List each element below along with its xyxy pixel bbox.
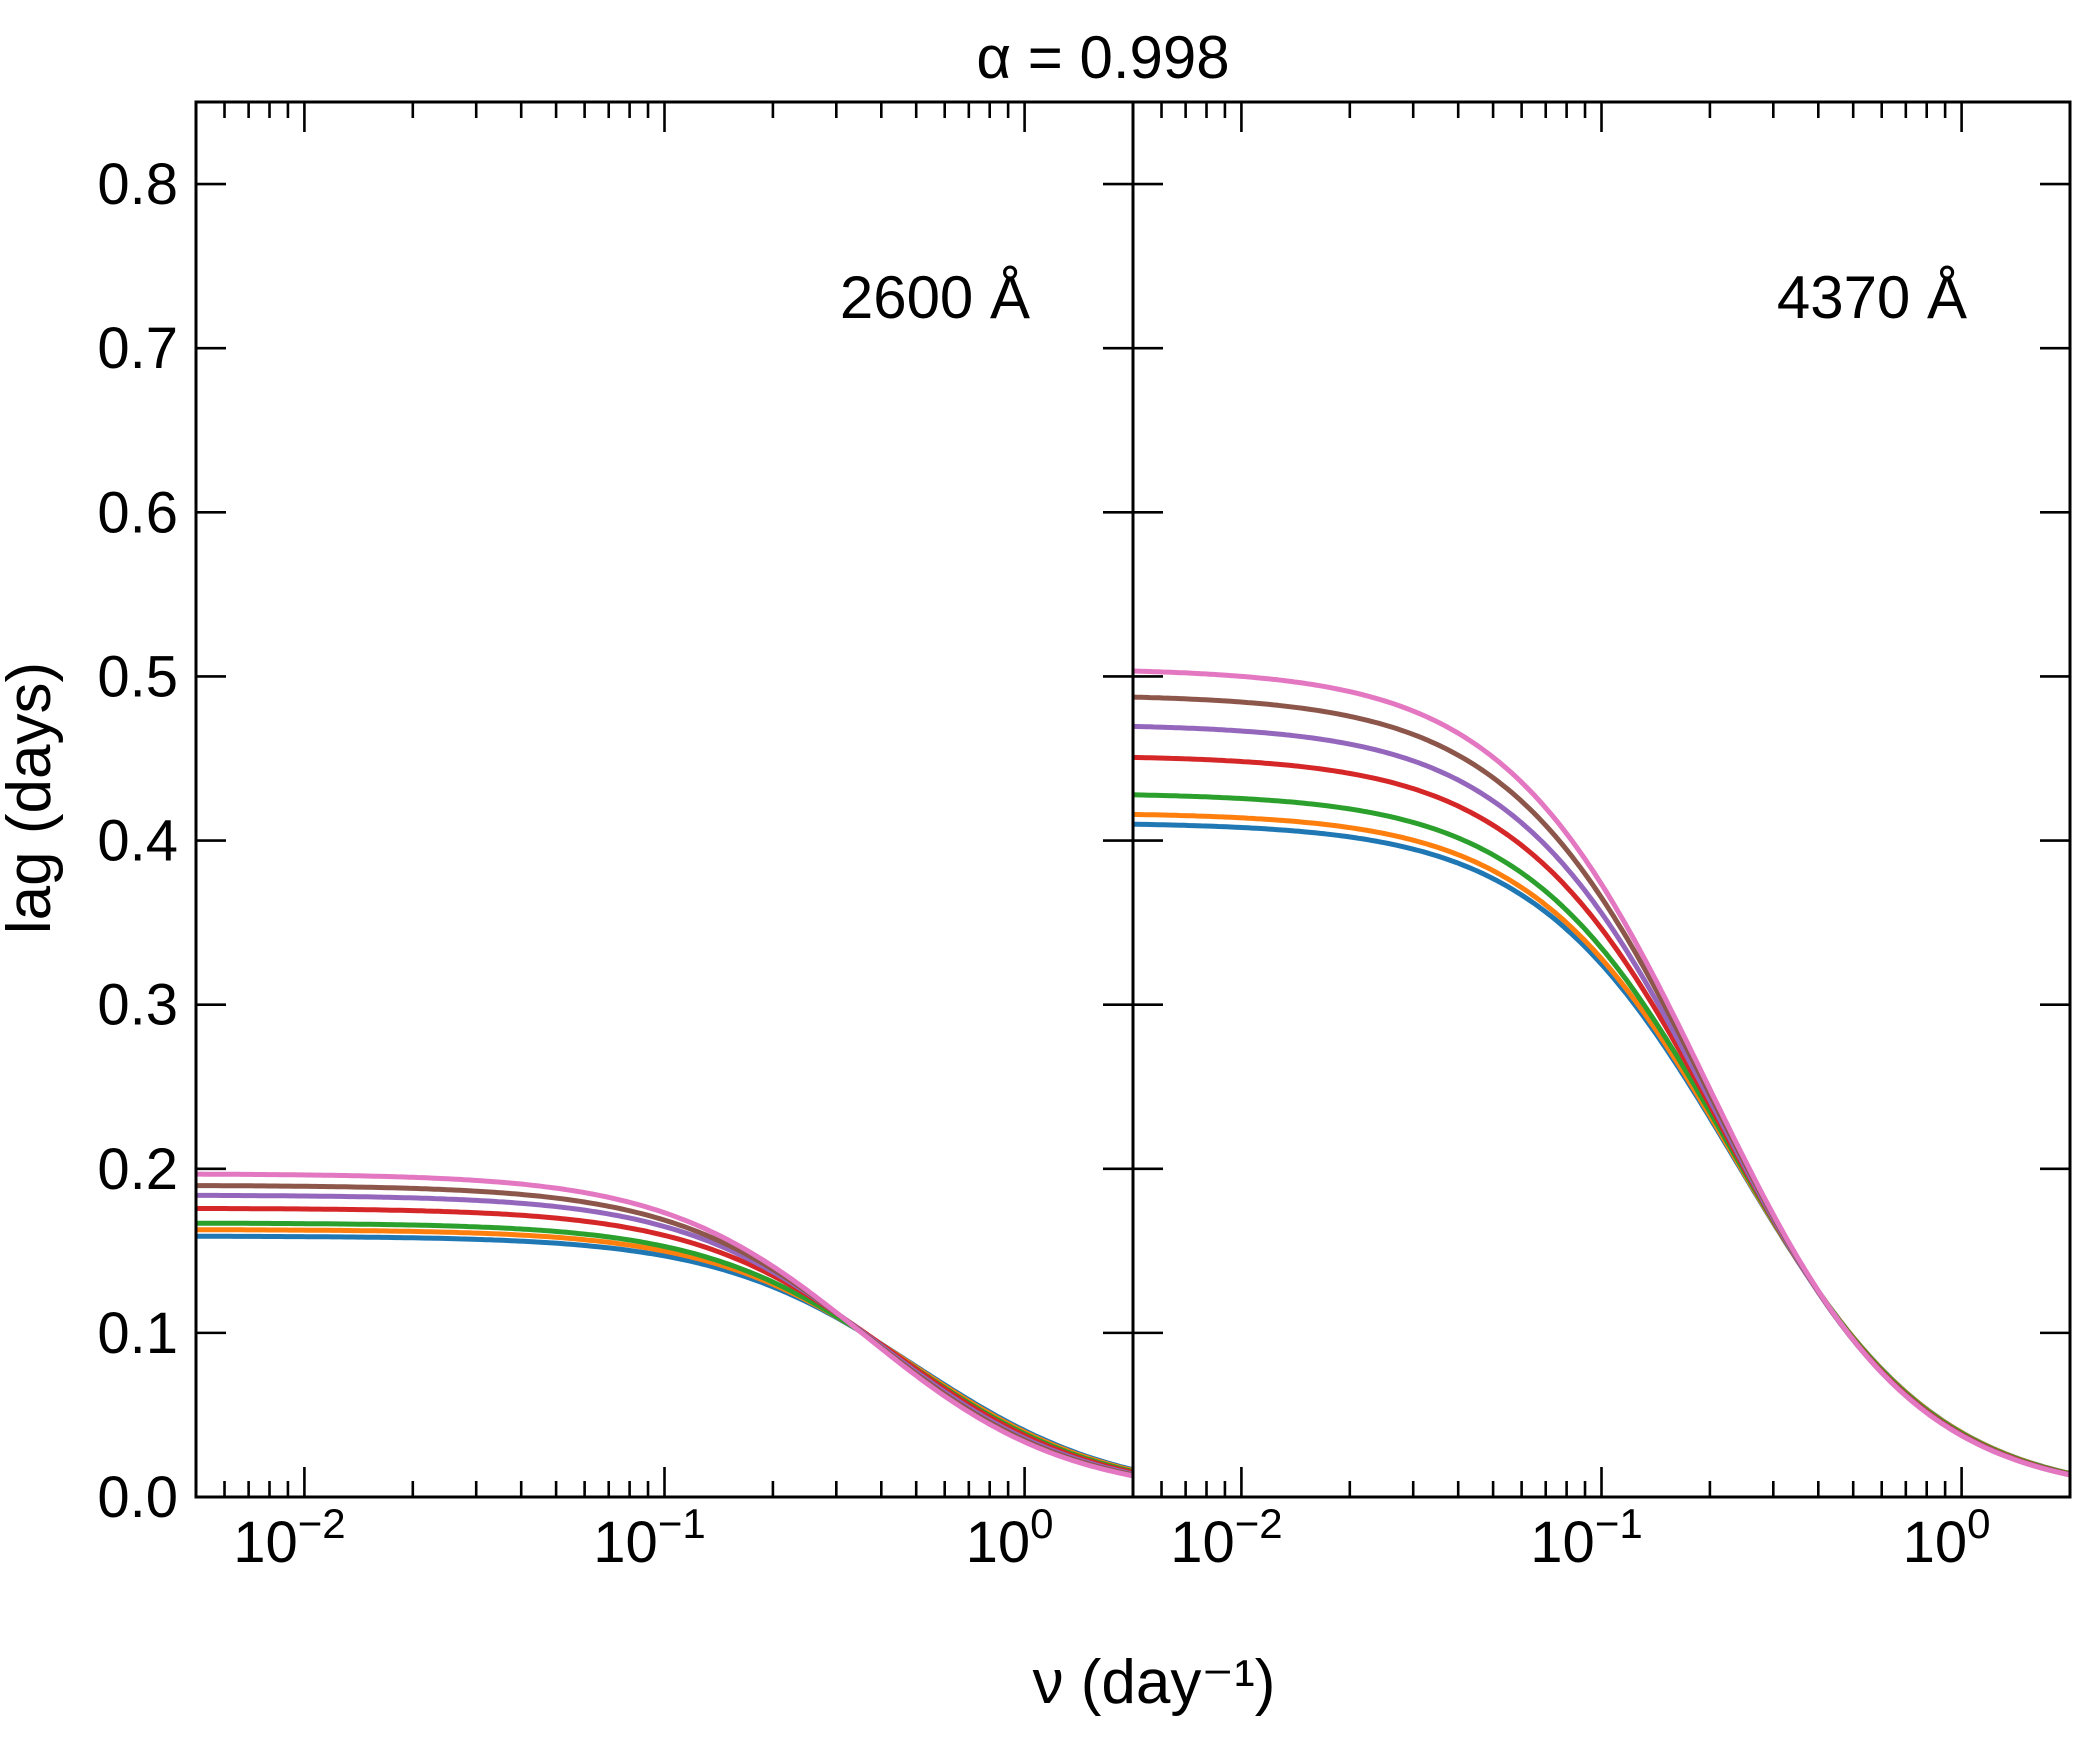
y-axis-label: lag (days) xyxy=(0,662,64,934)
series-line-6 xyxy=(1133,694,2070,1478)
x-tick-label: 10−2 xyxy=(233,1500,345,1575)
x-tick-label: 10−1 xyxy=(1530,1500,1642,1575)
series-line-1 xyxy=(1133,821,2070,1476)
y-tick-label: 0.1 xyxy=(97,1301,178,1366)
series-line-1 xyxy=(196,1233,1133,1473)
x-tick-label: 100 xyxy=(1903,1500,1991,1575)
y-tick-label: 0.0 xyxy=(97,1465,178,1530)
left-panel: 0.0 0.1 0.2 0.3 0.4 0.5 0.6 0.7 0.8 10−2 10−1 100 26… xyxy=(97,100,1135,1575)
figure-title: α = 0.998 xyxy=(976,24,1229,91)
series-line-5 xyxy=(1133,723,2070,1478)
series-line-7 xyxy=(1133,668,2070,1478)
panel-label: 4370 Å xyxy=(1777,264,1967,331)
series-group xyxy=(196,1171,1133,1479)
series-group xyxy=(1133,668,2070,1478)
series-line-4 xyxy=(1133,754,2070,1477)
panel-label: 2600 Å xyxy=(840,264,1030,331)
x-tick-label: 10−2 xyxy=(1170,1500,1282,1575)
y-tick-label: 0.6 xyxy=(97,480,178,545)
series-line-4 xyxy=(196,1205,1133,1476)
x-tick-label: 10−1 xyxy=(593,1500,705,1575)
x-tick-label: 100 xyxy=(966,1500,1054,1575)
series-line-2 xyxy=(196,1227,1133,1474)
y-tick-label: 0.5 xyxy=(97,644,178,709)
series-line-3 xyxy=(196,1220,1133,1474)
x-axis-label: ν (day⁻¹) xyxy=(1033,1648,1276,1717)
y-tick-label: 0.7 xyxy=(97,316,178,381)
series-line-7 xyxy=(196,1171,1133,1479)
y-tick-label: 0.8 xyxy=(97,152,178,217)
right-panel: 10−2 10−1 100 4370 Å xyxy=(1131,100,2072,1575)
y-tick-label: 0.4 xyxy=(97,809,178,874)
y-tick-label: 0.3 xyxy=(97,973,178,1038)
y-tick-label: 0.2 xyxy=(97,1137,178,1202)
